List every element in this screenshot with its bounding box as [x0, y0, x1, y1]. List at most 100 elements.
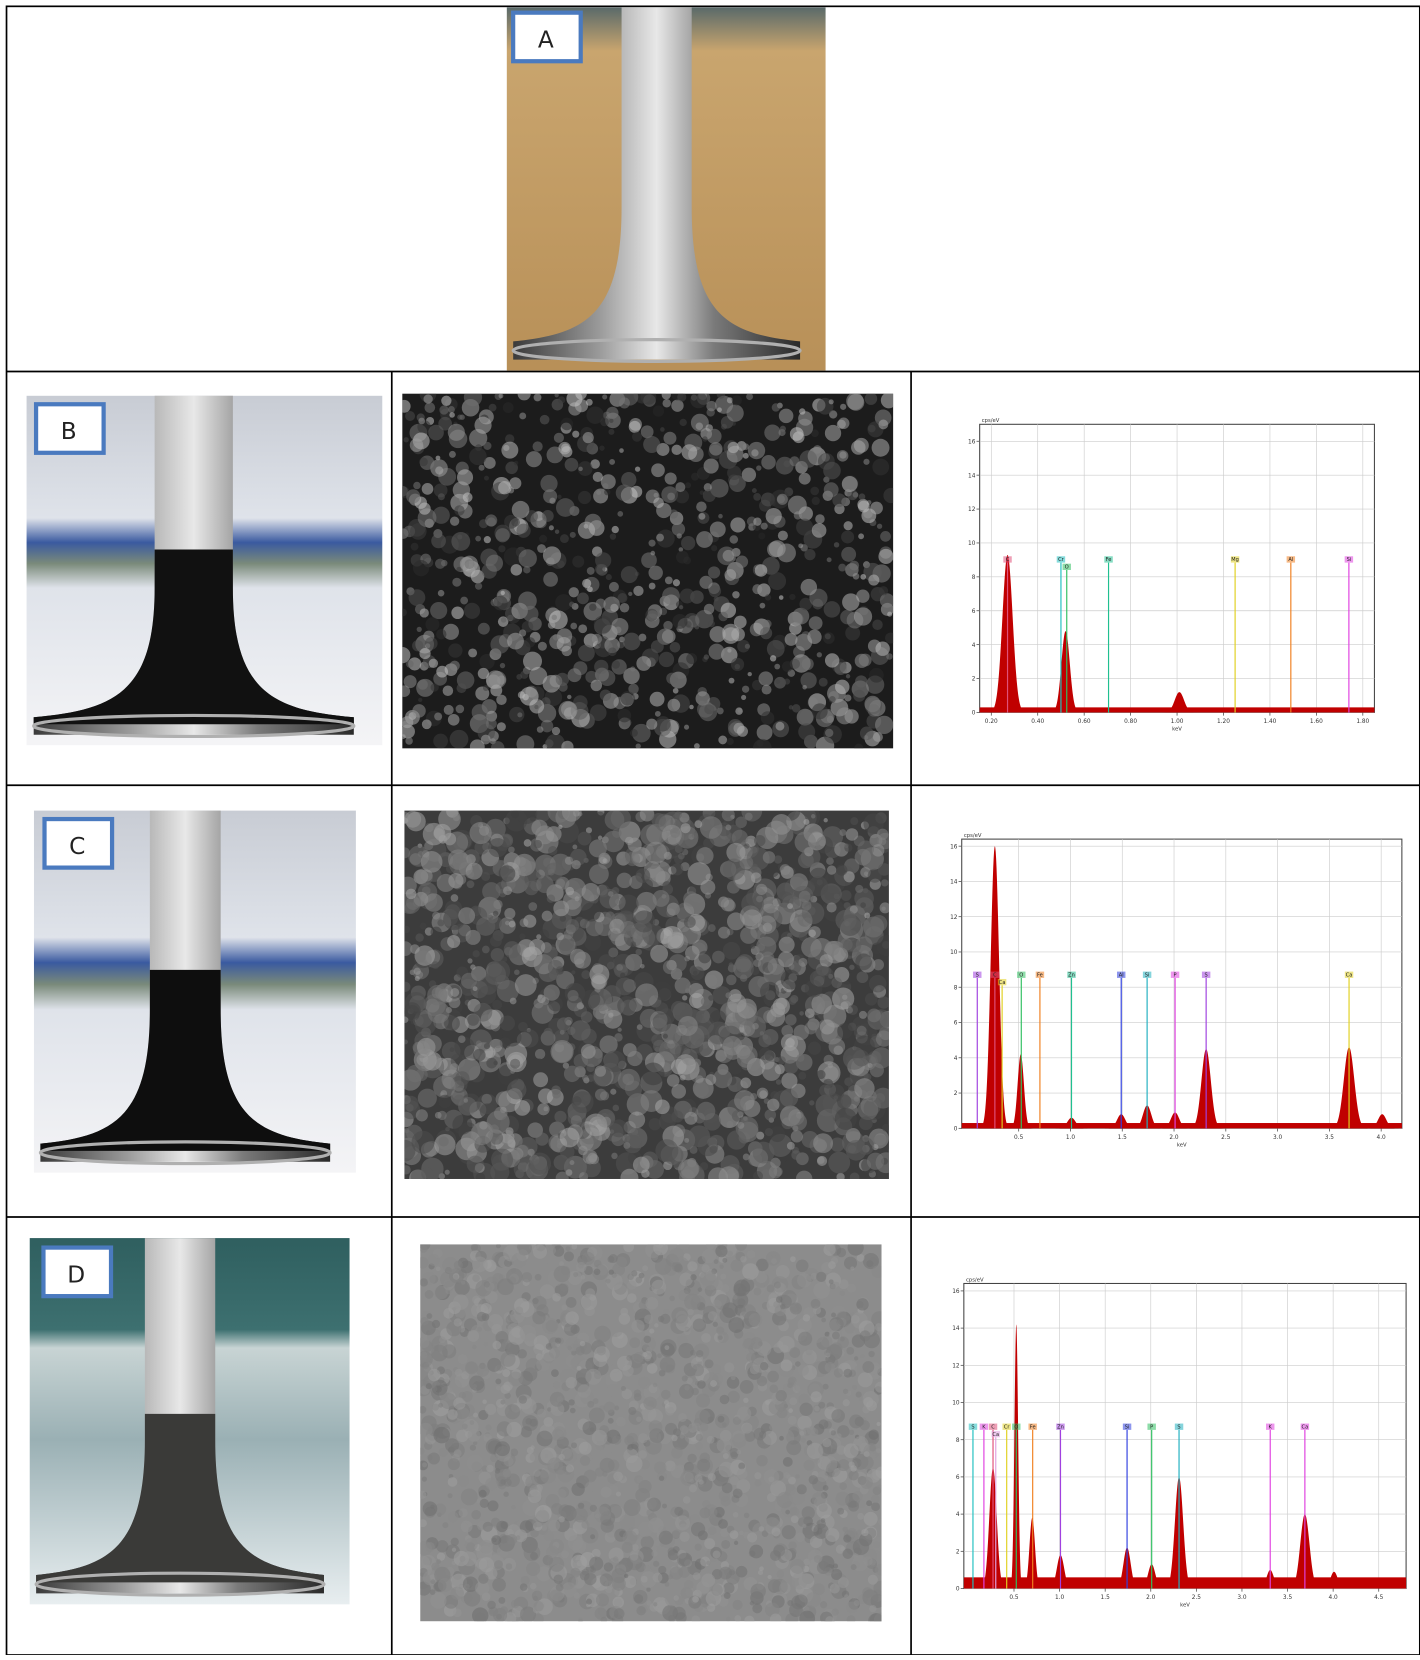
- sem-grain: [644, 1315, 653, 1324]
- sem-grain: [737, 1122, 744, 1129]
- sem-grain: [791, 1130, 803, 1142]
- sem-grain: [690, 1274, 696, 1280]
- sem-grain: [571, 970, 575, 974]
- sem-grain: [732, 1434, 746, 1448]
- sem-grain: [566, 1246, 571, 1251]
- sem-grain: [421, 851, 443, 873]
- sem-grain: [432, 987, 443, 998]
- sem-grain: [880, 531, 891, 542]
- sem-grain: [466, 870, 475, 879]
- sem-grain: [611, 1153, 617, 1159]
- sem-grain: [476, 1173, 486, 1183]
- sem-grain: [476, 1364, 489, 1377]
- sem-grain: [439, 1100, 444, 1105]
- sem-grain: [872, 459, 889, 476]
- sem-grain: [418, 1491, 426, 1499]
- sem-grain: [685, 946, 700, 961]
- sem-grain: [729, 962, 734, 967]
- sem-grain: [803, 1314, 810, 1321]
- sem-grain: [848, 1239, 864, 1255]
- sem-grain: [817, 1471, 828, 1482]
- sem-grain: [752, 1603, 762, 1613]
- sem-grain: [565, 1311, 579, 1325]
- sem-grain: [701, 1264, 709, 1272]
- sem-grain: [799, 1429, 806, 1436]
- panel-label: C: [69, 833, 85, 860]
- sem-grain: [464, 388, 482, 406]
- sem-grain: [559, 1504, 572, 1517]
- sem-grain: [762, 897, 779, 914]
- sem-grain: [791, 1150, 801, 1160]
- sem-grain: [817, 1156, 827, 1166]
- sem-grain: [487, 1314, 503, 1330]
- sem-grain: [749, 1313, 763, 1327]
- sem-grain: [779, 937, 795, 953]
- sem-grain: [808, 1041, 821, 1054]
- sem-grain: [520, 687, 539, 706]
- sem-grain: [660, 926, 683, 949]
- sem-grain: [615, 1563, 627, 1575]
- sem-grain: [704, 704, 714, 714]
- sem-grain: [641, 389, 657, 405]
- sem-grain: [817, 879, 823, 885]
- sem-grain: [665, 1406, 674, 1415]
- sem-grain: [561, 1266, 569, 1274]
- sem-grain: [451, 607, 463, 619]
- sem-grain: [479, 1490, 487, 1498]
- sem-grain: [718, 927, 730, 939]
- sem-grain: [612, 526, 619, 533]
- sem-grain: [801, 579, 818, 596]
- sem-grain: [531, 820, 547, 836]
- sem-grain: [561, 1550, 569, 1558]
- x-axis-label: keV: [1172, 726, 1182, 732]
- sem-grain: [674, 1507, 683, 1516]
- sem-grain: [782, 1525, 796, 1539]
- sem-grain: [786, 1440, 801, 1455]
- sem-grain: [806, 1348, 813, 1355]
- sem-grain: [473, 1049, 486, 1062]
- sem-grain: [406, 489, 420, 503]
- sem-grain: [696, 1350, 703, 1357]
- sem-grain: [526, 451, 542, 467]
- sem-grain: [836, 1492, 850, 1506]
- y-tick-label: 12: [950, 915, 958, 921]
- sem-grain: [835, 1108, 857, 1130]
- sem-grain: [747, 1250, 756, 1259]
- sem-grain: [671, 1435, 677, 1441]
- sem-grain: [858, 501, 870, 513]
- sem-grain: [671, 1084, 686, 1099]
- sem-grain: [591, 680, 602, 691]
- y-tick-label: 0: [954, 1126, 958, 1132]
- sem-grain: [824, 885, 840, 901]
- y-tick-label: 4: [972, 643, 976, 649]
- sem-grain: [622, 1542, 633, 1553]
- sem-grain: [837, 1248, 847, 1258]
- sem-grain: [452, 578, 461, 587]
- sem-grain: [839, 1482, 847, 1490]
- sem-grain: [525, 637, 535, 647]
- sem-grain: [849, 1461, 855, 1467]
- sem-grain: [589, 1407, 605, 1423]
- sem-grain: [762, 685, 772, 695]
- sem-grain: [485, 514, 497, 526]
- sem-grain: [756, 1455, 767, 1466]
- sem-grain: [825, 1241, 835, 1251]
- sem-grain: [560, 534, 569, 543]
- sem-grain: [678, 1413, 687, 1422]
- sem-grain: [728, 442, 739, 453]
- sem-grain: [668, 699, 681, 712]
- sem-grain: [613, 1105, 620, 1112]
- x-tick-label: 3.0: [1237, 1595, 1247, 1601]
- sem-grain: [827, 902, 837, 912]
- sem-grain: [813, 1133, 833, 1153]
- sem-grain: [883, 488, 898, 503]
- sem-grain: [850, 1172, 860, 1182]
- sem-grain: [472, 1274, 480, 1282]
- sem-grain: [419, 1406, 427, 1414]
- sem-grain: [552, 615, 557, 620]
- sem-grain: [744, 1513, 750, 1519]
- sem-grain: [589, 604, 596, 611]
- sem-grain: [458, 1035, 466, 1043]
- sem-grain: [672, 522, 685, 535]
- sem-grain: [450, 730, 469, 749]
